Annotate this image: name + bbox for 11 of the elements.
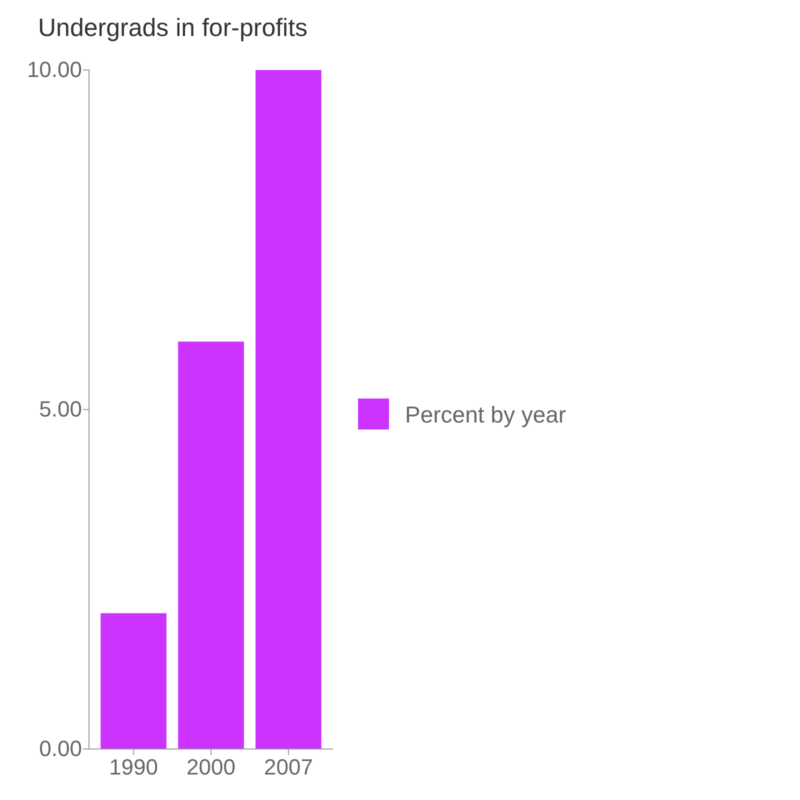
chart-title: Undergrads in for-profits [38,14,308,42]
y-tick-label: 5.00 [39,396,82,422]
bar [100,613,166,749]
x-tick-label: 2000 [186,754,236,780]
bar [178,342,244,749]
y-tick-label: 10.00 [26,57,82,82]
y-tick-label: 0.00 [39,736,82,762]
x-tick-label: 2007 [264,754,313,780]
bar [256,70,322,749]
legend-label: Percent by year [405,402,566,428]
x-tick-label: 1990 [109,754,158,780]
